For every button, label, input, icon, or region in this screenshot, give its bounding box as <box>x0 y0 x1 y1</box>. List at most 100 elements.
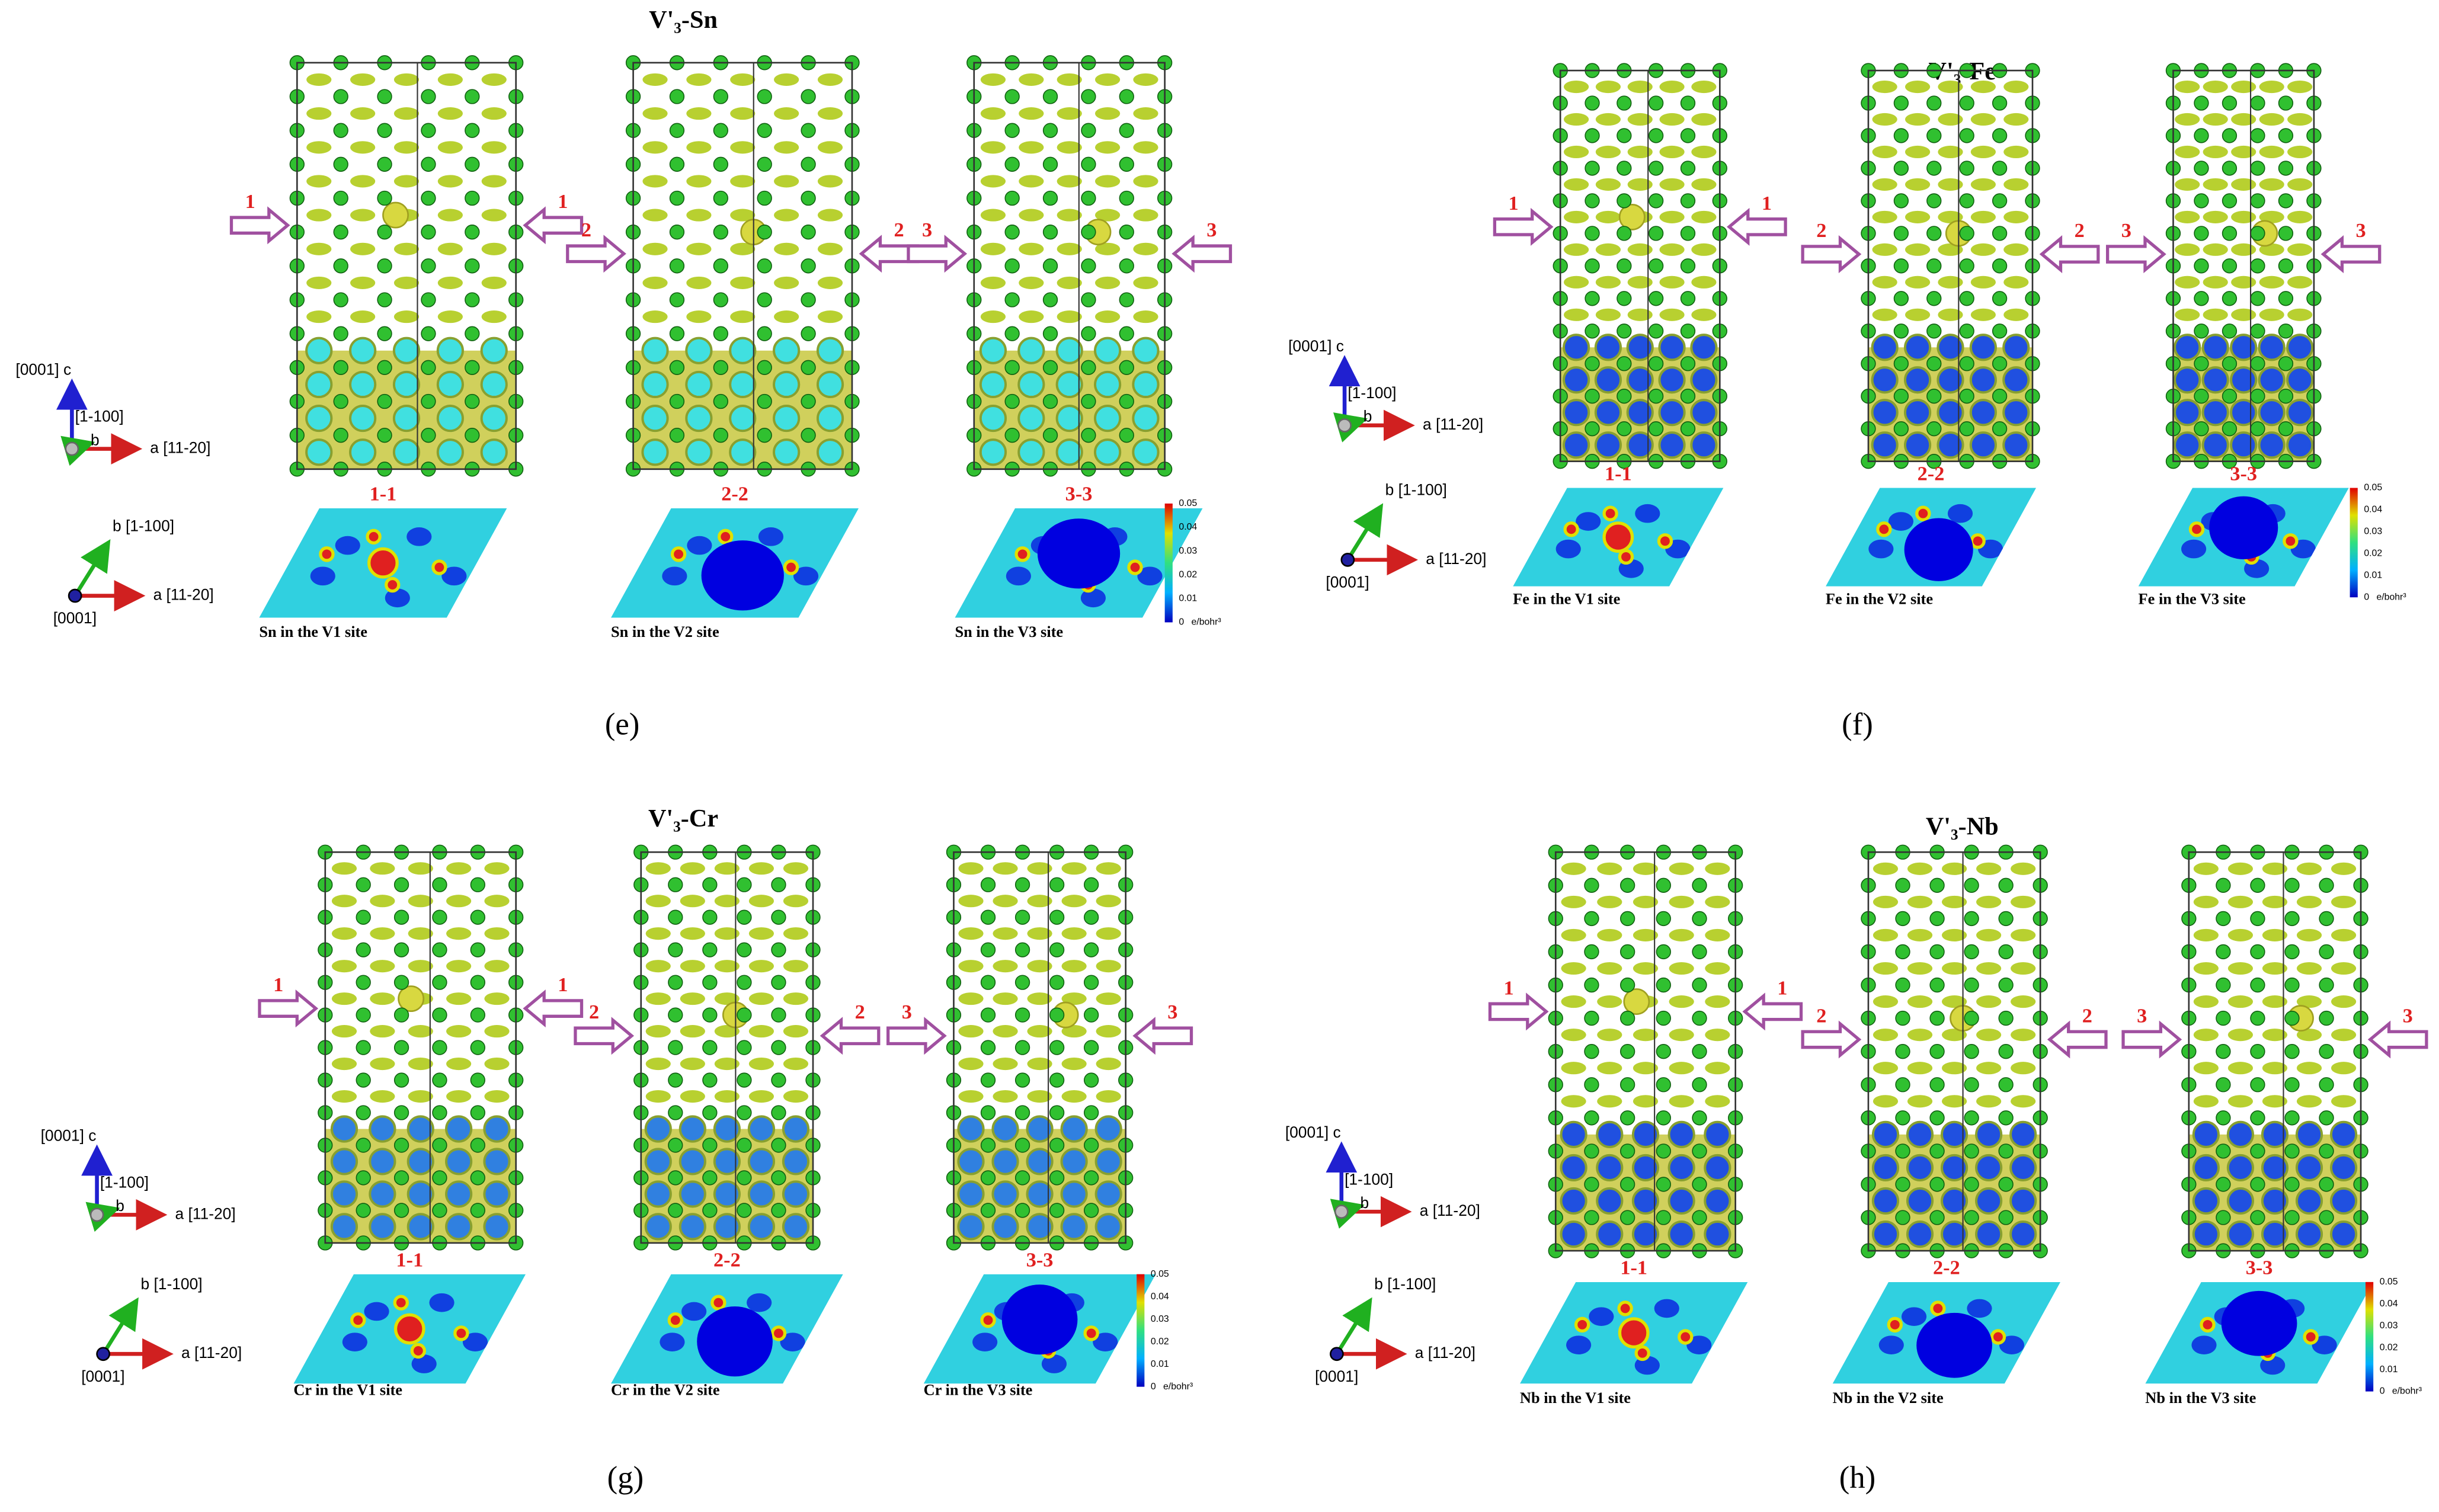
atom <box>377 428 392 443</box>
atom <box>1617 193 1632 209</box>
bond-density <box>645 927 671 940</box>
atom-density <box>1060 1148 1088 1175</box>
high-density <box>453 1325 469 1341</box>
bond-density <box>2287 80 2313 94</box>
section-label: 2-2 <box>713 1248 741 1271</box>
bond-density <box>1133 209 1158 222</box>
bond-density <box>1705 862 1730 875</box>
axis-label: b [1-100] <box>1385 481 1447 499</box>
bond-density <box>748 1090 774 1103</box>
bond-density <box>1691 308 1717 321</box>
atom <box>1083 909 1099 925</box>
atom <box>470 877 485 892</box>
atom <box>1585 356 1600 371</box>
bond-density <box>2003 210 2029 223</box>
atom <box>771 1072 786 1088</box>
bond-density <box>370 862 395 875</box>
dopant <box>1623 988 1650 1015</box>
bond-density <box>993 927 1018 940</box>
atom-density <box>1132 405 1160 433</box>
colorbar-tick: 0.02 <box>1151 1337 1169 1347</box>
atom <box>1584 977 1599 993</box>
bond-density <box>1905 80 1931 94</box>
axis-label: [0001] <box>53 609 97 627</box>
atom <box>1617 161 1632 176</box>
bond-density <box>774 209 799 222</box>
atom <box>1081 89 1096 104</box>
bond-density <box>1705 995 1730 1008</box>
atom-density <box>1560 1220 1587 1248</box>
colorbar-tick: 0.04 <box>1179 522 1197 532</box>
bond-density <box>1633 895 1659 908</box>
bond-density <box>1027 960 1052 973</box>
atom-density <box>1690 334 1718 361</box>
atom-density <box>2174 334 2201 361</box>
atom-density <box>1563 399 1590 427</box>
atom <box>1926 323 1942 339</box>
bond-density <box>1627 178 1653 191</box>
atom-density <box>436 337 464 364</box>
atom <box>465 89 480 104</box>
arrow <box>1132 1017 1193 1055</box>
atom-density <box>1969 366 1997 394</box>
atom <box>980 942 996 957</box>
atom <box>1692 977 1707 993</box>
atom <box>757 89 772 104</box>
atom <box>1680 389 1696 404</box>
section-label: 1-1 <box>1605 462 1632 485</box>
atom-density <box>1094 1115 1122 1143</box>
bond-density <box>1133 141 1158 154</box>
atom <box>421 89 436 104</box>
atom <box>2284 877 2300 893</box>
bond-density <box>1938 276 1963 289</box>
bond-density <box>1561 1062 1586 1075</box>
bond-density <box>993 992 1018 1005</box>
bond-density <box>1938 80 1963 94</box>
dopant <box>398 985 425 1013</box>
bond-density <box>1873 962 1899 975</box>
atom-density <box>480 405 508 433</box>
atom-density <box>2329 1220 2358 1248</box>
atom <box>2250 1044 2265 1059</box>
bond-density <box>1061 960 1087 973</box>
atom-density <box>1017 405 1045 433</box>
atom <box>1004 190 1020 206</box>
bond-density <box>645 1058 671 1071</box>
atom <box>1692 1210 1707 1225</box>
bond-density <box>1970 113 1996 126</box>
section-caption: Sn in the V3 site <box>955 623 1063 640</box>
atom <box>2222 226 2238 241</box>
bond-density <box>393 276 420 289</box>
bond-density <box>2262 1062 2288 1075</box>
atom-density <box>1093 438 1122 466</box>
bond-density <box>1019 73 1044 86</box>
atom <box>1680 226 1696 241</box>
arrow-label: 2 <box>589 1001 599 1023</box>
bond-density <box>1976 1095 2002 1108</box>
bond-density <box>1595 80 1621 94</box>
arrow-label: 3 <box>1206 219 1217 241</box>
atom <box>2250 1010 2265 1026</box>
atom <box>1585 226 1600 241</box>
bond-density <box>2287 113 2313 126</box>
atom <box>1656 944 1671 960</box>
bond-density <box>2331 962 2357 975</box>
bond-density <box>2175 145 2200 159</box>
atom <box>2319 1143 2334 1159</box>
arrow-label: 2 <box>581 219 591 241</box>
atom-density <box>1631 1120 1660 1148</box>
atom <box>713 225 728 240</box>
bond-density <box>1563 113 1589 126</box>
arrow-label: 3 <box>2355 219 2366 242</box>
atom <box>1584 1177 1599 1192</box>
atom <box>980 909 996 925</box>
low-density <box>1967 1299 1992 1318</box>
atom <box>1895 1010 1910 1026</box>
bond-density <box>1941 895 1967 908</box>
bond-density <box>645 862 671 875</box>
atom <box>470 942 485 957</box>
atom <box>465 360 480 376</box>
bond-density <box>1905 243 1931 256</box>
bond-density <box>642 175 668 188</box>
atom <box>356 1170 371 1186</box>
